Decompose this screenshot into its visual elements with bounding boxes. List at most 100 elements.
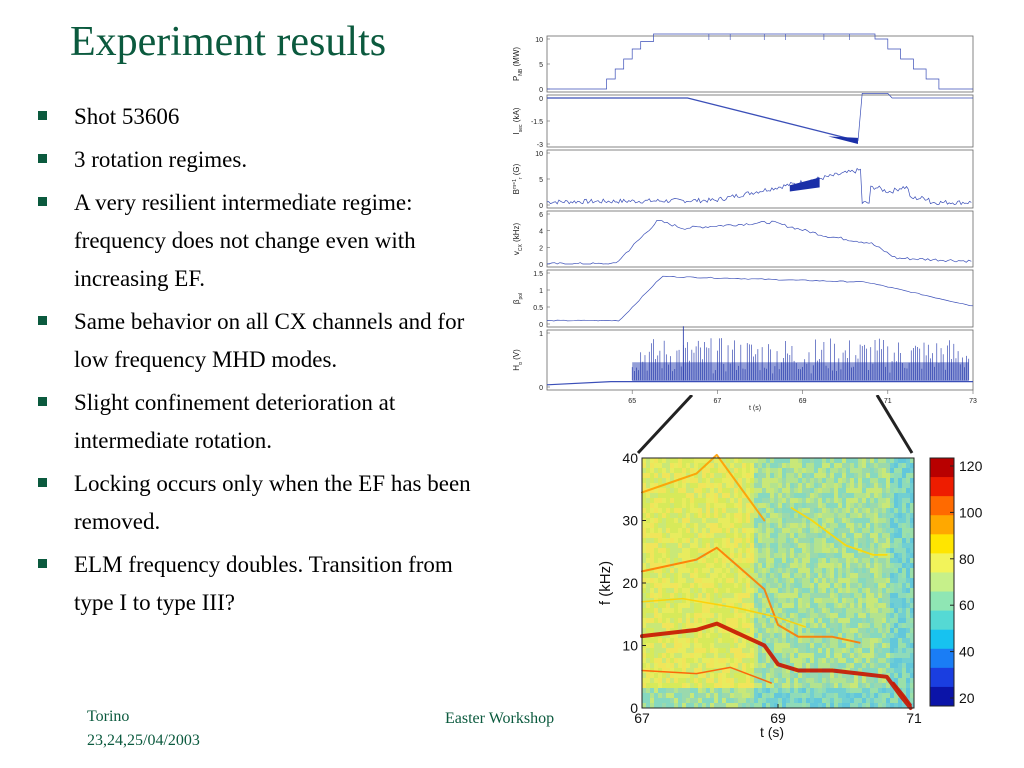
spectrogram-cell [818,678,823,684]
spectrogram-cell [654,523,659,529]
spectrogram-cell [722,643,727,649]
spectrogram-cell [802,498,807,504]
spectrogram-cell [766,568,771,574]
spectrogram-cell [802,518,807,524]
spectrogram-cell [846,548,851,554]
spectrogram-cell [826,558,831,564]
spectrogram-cell [726,678,731,684]
spectrogram-cell [790,643,795,649]
spectrogram-cell [754,608,759,614]
spectrogram-cell [830,693,835,699]
spectrogram-cell [666,638,671,644]
spectrogram-cell [714,618,719,624]
spectrogram-cell [774,703,779,709]
spectrogram-cell [834,678,839,684]
spectrogram-cell [786,623,791,629]
spectrogram-cell [910,548,915,554]
spectrogram-cell [658,683,663,689]
spectrogram-cell [662,678,667,684]
spectrogram-cell [682,568,687,574]
spectrogram-cell [718,683,723,689]
spectrogram-cell [690,588,695,594]
spectrogram-cell [838,613,843,619]
spectrogram-cell [834,638,839,644]
spectrogram-cell [674,538,679,544]
halpha-baseline [546,381,973,386]
spectrogram-cell [762,608,767,614]
spectrogram-cell [670,663,675,669]
spectrogram-cell [706,563,711,569]
spectrogram-cell [898,568,903,574]
spectrogram-cell [714,698,719,704]
spectrogram-cell [642,598,647,604]
spectrogram-cell [870,658,875,664]
spectrogram-cell [806,558,811,564]
spectrogram-cell [786,653,791,659]
spectrogram-cell [846,643,851,649]
spectrogram-cell [662,573,667,579]
spectrogram-cell [802,458,807,464]
spectrogram-cell [774,463,779,469]
spectrogram-cell [842,538,847,544]
spectrogram-cell [782,478,787,484]
spectrogram-cell [754,493,759,499]
spectrogram-cell [794,628,799,634]
spectrogram-cell [658,678,663,684]
spectrogram-cell [742,508,747,514]
spectrogram-cell [714,513,719,519]
spectrogram-cell [674,523,679,529]
spectrogram-cell [894,603,899,609]
spectrogram-cell [778,528,783,534]
spectrogram-cell [750,498,755,504]
spectrogram-cell [714,503,719,509]
spectrogram-cell [794,598,799,604]
spectrogram-cell [674,648,679,654]
spectrogram-cell [866,508,871,514]
spectrogram-cell [726,563,731,569]
spectrogram-cell [730,648,735,654]
spectrogram-cell [670,688,675,694]
spectrogram-cell [810,568,815,574]
spectrogram-cell [786,538,791,544]
trace-panel-frame [546,94,974,148]
spectrogram-cell [786,503,791,509]
spectrogram-cell [842,563,847,569]
spectrogram-cell [654,578,659,584]
spectrogram-cell [718,673,723,679]
spectrogram-cell [794,493,799,499]
spectrogram-cell [694,643,699,649]
spectrogram-cell [874,533,879,539]
spectrogram-cell [646,558,651,564]
spectrogram-cell [890,533,895,539]
trace-y-axis-label: βpol [512,293,524,304]
spectrogram-cell [786,533,791,539]
spectrogram-cell [798,533,803,539]
spectrogram-cell [822,653,827,659]
spectrogram-cell [810,658,815,664]
spectrogram-cell [834,623,839,629]
spectrogram-cell [646,478,651,484]
spectrogram-cell [838,563,843,569]
spectrogram-cell [790,663,795,669]
spectrogram-cell [798,503,803,509]
spectrogram-cell [854,458,859,464]
spectrogram-cell [854,663,859,669]
spectrogram-cell [698,668,703,674]
spectrogram-cell [694,618,699,624]
spectrogram-cell [702,458,707,464]
spectrogram-cell [806,703,811,709]
spectrogram-cell [758,673,763,679]
spectrogram-cell [722,628,727,634]
spectrogram-cell [722,613,727,619]
spectrogram-cell [778,508,783,514]
spectrogram-cell [782,483,787,489]
spectrogram-cell [802,508,807,514]
spectrogram-cell [790,468,795,474]
spectrogram-cell [654,458,659,464]
spectrogram-cell [718,513,723,519]
spectrogram-cell [898,613,903,619]
spectrogram-cell [642,473,647,479]
spectrogram-cell [834,563,839,569]
spectrogram-cell [762,668,767,674]
spectrogram-cell [886,493,891,499]
